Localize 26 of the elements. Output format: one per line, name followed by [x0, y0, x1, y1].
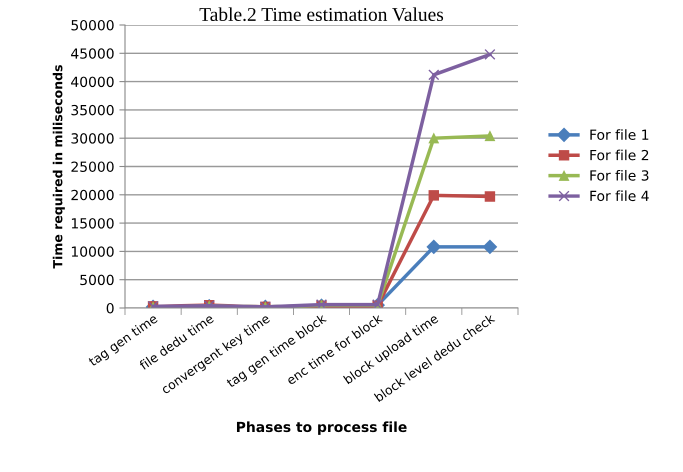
- y-axis-title: Time required in miliseconds: [52, 65, 65, 268]
- y-tick-label: 40000: [71, 76, 114, 88]
- chart-title: Table.2 Time estimation Values: [200, 7, 444, 22]
- legend-label: For file 4: [590, 190, 649, 202]
- y-tick-label: 20000: [71, 190, 114, 200]
- y-tick-label: 35000: [71, 104, 114, 116]
- point: [428, 69, 440, 80]
- point: [484, 130, 496, 142]
- legend-label: For file 3: [590, 170, 648, 181]
- point: [482, 240, 498, 254]
- point: [426, 240, 442, 254]
- y-tick-label: 30000: [71, 133, 114, 144]
- y-tick-label: 45000: [71, 48, 114, 59]
- point: [484, 48, 496, 60]
- legend-label: For file 1: [590, 129, 648, 140]
- point: [428, 132, 439, 144]
- y-tick-label: 10000: [72, 246, 114, 257]
- y-tick-label: 25000: [71, 161, 114, 172]
- y-tick-label: 50000: [71, 20, 114, 30]
- point: [484, 191, 496, 202]
- x-axis-title: Phases to process file: [236, 421, 407, 435]
- y-tick-label: 0: [106, 302, 114, 314]
- point: [428, 190, 439, 201]
- y-tick-label: 5000: [80, 274, 114, 286]
- legend-label: For file 2: [590, 150, 648, 160]
- y-tick-label: 15000: [72, 218, 114, 229]
